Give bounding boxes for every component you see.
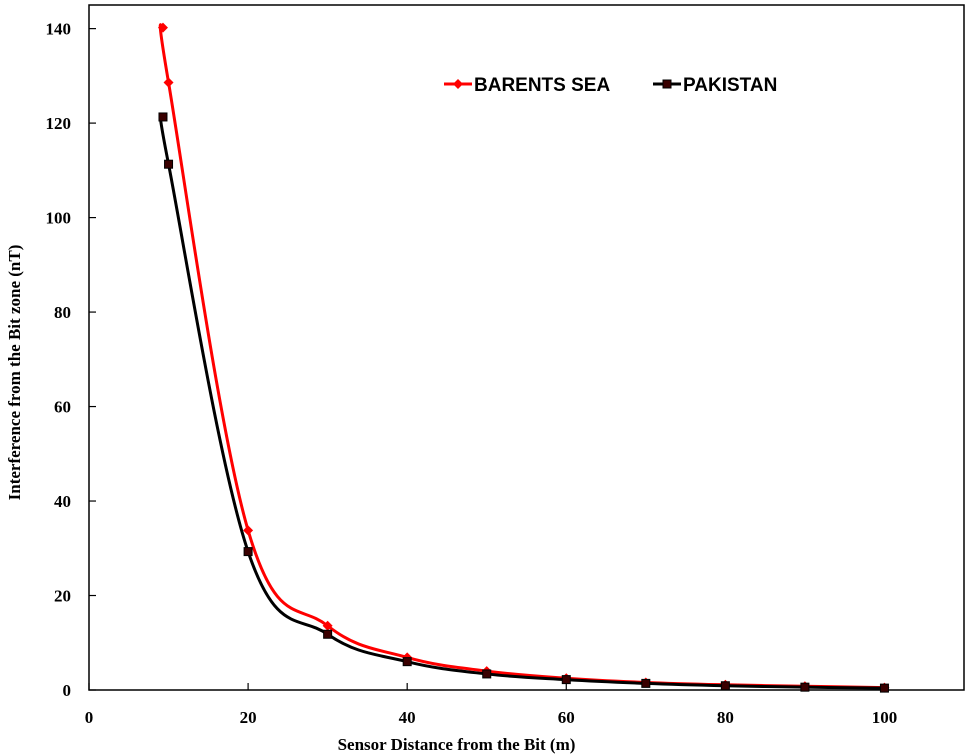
y-axis-title: Interference from the Bit zone (nT) (5, 245, 24, 501)
series-layer (157, 22, 890, 693)
y-tick-label: 80 (54, 303, 71, 322)
axes (88, 4, 965, 691)
data-point (879, 683, 889, 693)
legend-marker (453, 79, 463, 89)
legend-label: BARENTS SEA (474, 75, 610, 96)
x-tick-label: 20 (240, 708, 257, 727)
x-tick-label: 100 (872, 708, 898, 727)
y-tick-label: 40 (54, 492, 71, 511)
data-point (163, 77, 174, 88)
x-tick-label: 0 (85, 708, 94, 727)
series-line (158, 112, 885, 690)
legend-label: PAKISTAN (683, 75, 777, 96)
data-point (243, 547, 253, 557)
y-tick-label: 20 (54, 587, 71, 606)
series-pakistan (158, 112, 889, 693)
y-tick-label: 100 (46, 209, 72, 228)
legend-item: BARENTS SEA (444, 75, 610, 96)
data-point (158, 112, 168, 122)
data-point (720, 681, 730, 691)
x-axis-title: Sensor Distance from the Bit (m) (338, 735, 576, 754)
data-point (323, 629, 333, 639)
data-point (157, 22, 168, 33)
x-tick-label: 80 (717, 708, 734, 727)
y-ticks: 0 20 40 60 80 100 120 140 (46, 20, 96, 700)
x-tick-label: 40 (399, 708, 416, 727)
legend: BARENTS SEA PAKISTAN (444, 75, 777, 96)
legend-item: PAKISTAN (653, 75, 777, 96)
y-tick-label: 60 (54, 398, 71, 417)
data-point (800, 682, 810, 692)
y-tick-label: 0 (63, 681, 72, 700)
series-barents-sea (157, 22, 890, 693)
data-point (561, 675, 571, 685)
legend-marker (662, 79, 672, 89)
plot-frame (88, 4, 965, 691)
data-point (164, 159, 174, 169)
data-point (482, 669, 492, 679)
data-point (243, 525, 254, 536)
y-tick-label: 120 (46, 114, 72, 133)
series-line (158, 23, 885, 690)
data-point (641, 678, 651, 688)
data-point (322, 620, 333, 631)
y-tick-label: 140 (46, 20, 72, 39)
x-tick-label: 60 (558, 708, 575, 727)
data-point (402, 657, 412, 667)
